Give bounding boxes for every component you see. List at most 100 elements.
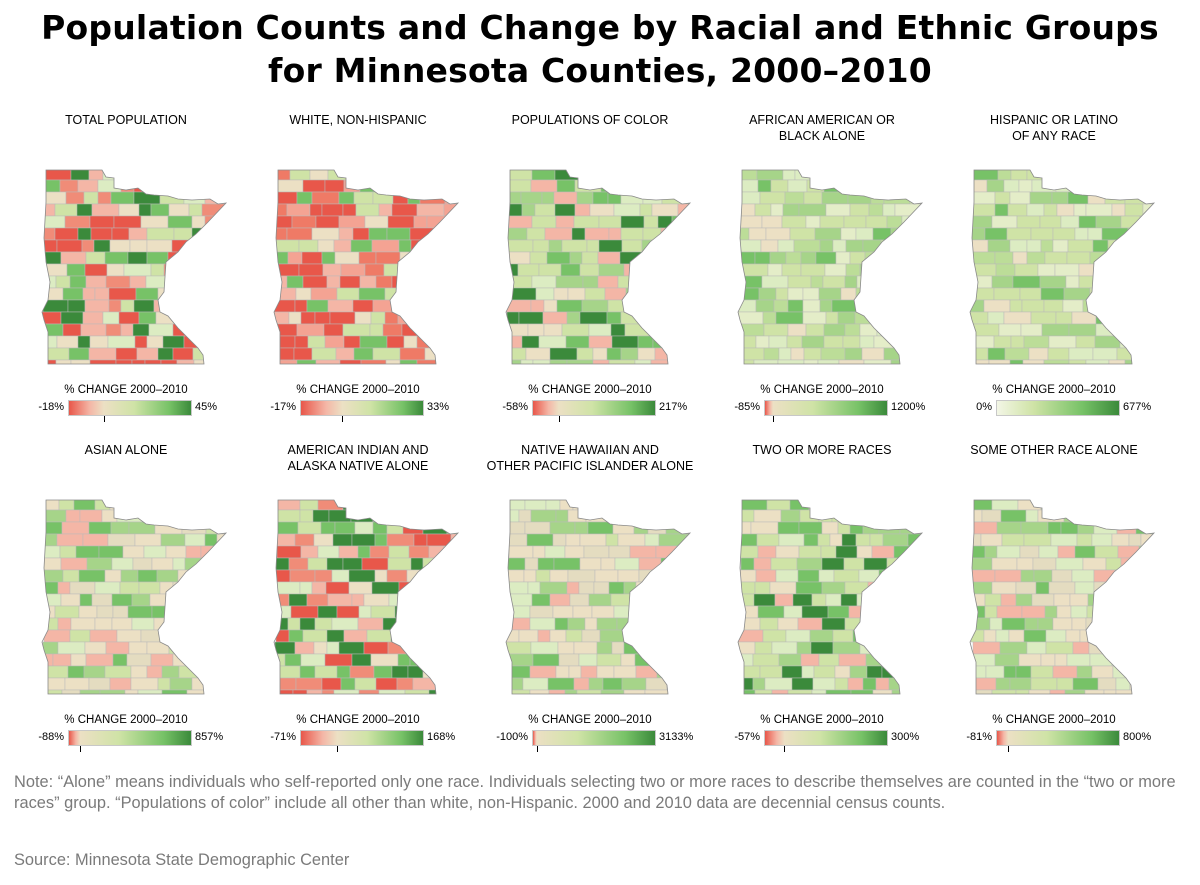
county-shape bbox=[134, 533, 162, 547]
county-shape bbox=[612, 521, 635, 535]
county-shape bbox=[131, 617, 155, 631]
county-shape bbox=[1020, 521, 1049, 535]
county-shape bbox=[153, 299, 170, 313]
county-shape bbox=[275, 617, 289, 631]
county-shape bbox=[800, 653, 820, 667]
county-shape bbox=[1088, 509, 1114, 523]
county-shape bbox=[754, 689, 773, 694]
county-shape bbox=[667, 629, 690, 643]
county-shape bbox=[549, 521, 576, 535]
county-shape bbox=[659, 275, 674, 289]
county-shape bbox=[802, 299, 821, 313]
county-shape bbox=[878, 287, 902, 301]
county-shape bbox=[803, 359, 819, 364]
county-shape bbox=[291, 215, 317, 229]
county-shape bbox=[1023, 335, 1050, 349]
county-shape bbox=[1043, 299, 1064, 313]
county-shape bbox=[429, 629, 454, 643]
county-shape bbox=[391, 203, 418, 217]
county-shape bbox=[1064, 689, 1086, 694]
county-shape bbox=[971, 521, 998, 535]
county-shape bbox=[296, 359, 317, 364]
county-shape bbox=[900, 335, 914, 349]
county-shape bbox=[738, 311, 764, 325]
county-shape bbox=[877, 605, 893, 619]
county-shape bbox=[115, 359, 133, 364]
county-shape bbox=[755, 299, 775, 313]
county-shape bbox=[506, 299, 532, 313]
county-shape bbox=[416, 203, 445, 217]
county-shape bbox=[1077, 521, 1095, 535]
county-shape bbox=[450, 263, 458, 277]
county-shape bbox=[274, 557, 290, 571]
county-shape bbox=[157, 347, 174, 361]
county-shape bbox=[656, 665, 670, 679]
county-shape bbox=[1054, 653, 1068, 667]
county-shape bbox=[42, 227, 56, 241]
county-shape bbox=[544, 227, 573, 241]
county-shape bbox=[891, 605, 917, 619]
county-shape bbox=[172, 605, 199, 619]
county-shape bbox=[879, 617, 902, 631]
county-shape bbox=[738, 251, 756, 265]
county-shape bbox=[131, 593, 151, 607]
county-shape bbox=[871, 509, 892, 523]
county-shape bbox=[991, 557, 1018, 571]
county-shape bbox=[996, 521, 1022, 535]
county-shape bbox=[656, 581, 679, 595]
county-shape bbox=[1120, 641, 1140, 655]
county-shape bbox=[752, 677, 766, 691]
minnesota-county-map bbox=[273, 169, 460, 365]
county-shape bbox=[374, 533, 388, 547]
legend-min-label: -81% bbox=[966, 731, 992, 743]
county-shape bbox=[656, 170, 671, 181]
county-shape bbox=[600, 557, 616, 571]
county-shape bbox=[820, 347, 846, 361]
county-shape bbox=[104, 665, 132, 679]
county-shape bbox=[375, 677, 398, 691]
county-shape bbox=[871, 311, 895, 325]
county-shape bbox=[598, 263, 625, 277]
county-shape bbox=[738, 275, 763, 289]
county-shape bbox=[214, 347, 226, 361]
county-shape bbox=[1084, 689, 1105, 694]
county-shape bbox=[417, 500, 445, 511]
county-shape bbox=[81, 239, 95, 253]
county-shape bbox=[761, 215, 783, 229]
county-shape bbox=[317, 239, 335, 253]
county-shape bbox=[608, 227, 622, 241]
county-shape bbox=[159, 191, 185, 205]
county-shape bbox=[579, 263, 600, 277]
county-shape bbox=[811, 689, 827, 694]
county-shape bbox=[197, 311, 216, 325]
county-shape bbox=[162, 335, 185, 349]
county-shape bbox=[1145, 227, 1154, 241]
legend-color-bar bbox=[68, 400, 192, 416]
county-shape bbox=[523, 569, 537, 583]
county-shape bbox=[352, 299, 374, 313]
county-shape bbox=[275, 335, 296, 349]
county-shape bbox=[156, 569, 179, 583]
county-shape bbox=[450, 251, 458, 265]
county-shape bbox=[819, 215, 845, 229]
county-shape bbox=[416, 581, 431, 595]
panel-label-line-1: NATIVE HAWAIIAN AND bbox=[521, 443, 659, 457]
county-shape bbox=[668, 287, 690, 301]
county-shape bbox=[598, 215, 622, 229]
county-shape bbox=[786, 335, 803, 349]
county-shape bbox=[1074, 581, 1095, 595]
county-shape bbox=[608, 545, 631, 559]
county-shape bbox=[1024, 617, 1039, 631]
county-shape bbox=[62, 569, 80, 583]
county-shape bbox=[323, 323, 344, 337]
county-shape bbox=[112, 605, 129, 619]
legend-zero-tick bbox=[1008, 746, 1010, 752]
county-shape bbox=[168, 299, 186, 313]
county-shape bbox=[59, 179, 79, 193]
county-shape bbox=[54, 203, 78, 217]
panel-label: TOTAL POPULATION bbox=[8, 112, 244, 128]
county-shape bbox=[75, 545, 100, 559]
county-shape bbox=[146, 641, 170, 655]
county-shape bbox=[217, 359, 226, 364]
county-shape bbox=[165, 545, 187, 559]
